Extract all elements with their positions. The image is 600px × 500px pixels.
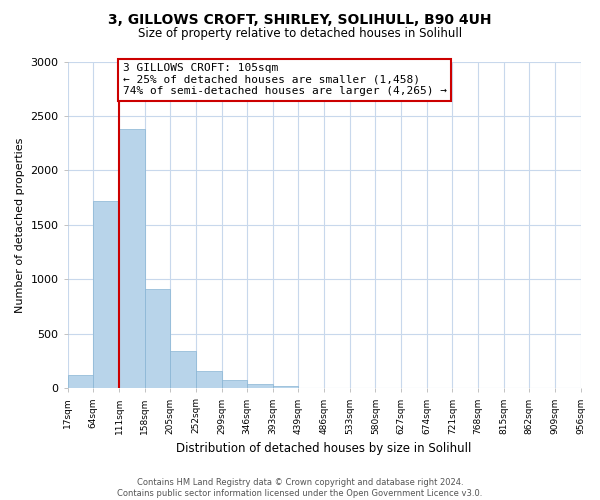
Text: Contains HM Land Registry data © Crown copyright and database right 2024.
Contai: Contains HM Land Registry data © Crown c…	[118, 478, 482, 498]
Bar	[247, 384, 273, 388]
Text: 3, GILLOWS CROFT, SHIRLEY, SOLIHULL, B90 4UH: 3, GILLOWS CROFT, SHIRLEY, SOLIHULL, B90…	[108, 12, 492, 26]
Bar	[221, 380, 247, 388]
Bar	[170, 350, 196, 389]
Y-axis label: Number of detached properties: Number of detached properties	[15, 137, 25, 312]
X-axis label: Distribution of detached houses by size in Solihull: Distribution of detached houses by size …	[176, 442, 472, 455]
Bar	[273, 386, 298, 388]
Bar	[94, 201, 119, 388]
Bar	[68, 375, 94, 388]
Text: 3 GILLOWS CROFT: 105sqm
← 25% of detached houses are smaller (1,458)
74% of semi: 3 GILLOWS CROFT: 105sqm ← 25% of detache…	[123, 63, 447, 96]
Bar	[145, 289, 170, 388]
Bar	[119, 129, 145, 388]
Text: Size of property relative to detached houses in Solihull: Size of property relative to detached ho…	[138, 28, 462, 40]
Bar	[196, 372, 221, 388]
